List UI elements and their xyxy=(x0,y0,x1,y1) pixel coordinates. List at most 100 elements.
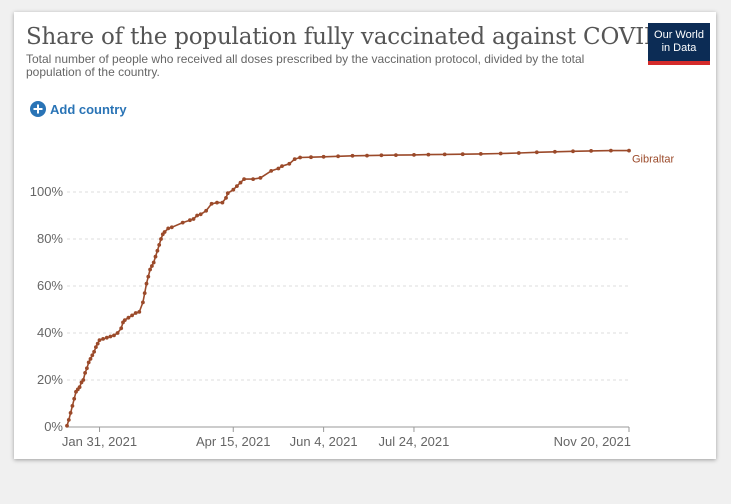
y-tick-label: 20% xyxy=(37,372,63,387)
data-point xyxy=(215,200,219,205)
data-point xyxy=(150,264,154,268)
data-point xyxy=(83,371,87,375)
data-point xyxy=(571,149,575,154)
data-point xyxy=(101,337,105,341)
data-point xyxy=(72,396,77,401)
data-point xyxy=(180,220,185,225)
x-tick-label: Jan 31, 2021 xyxy=(62,434,137,449)
y-tick-label: 60% xyxy=(37,278,63,293)
data-point xyxy=(220,200,225,205)
data-point xyxy=(119,326,124,331)
y-tick-label: 40% xyxy=(37,325,63,340)
data-point xyxy=(235,184,239,189)
data-point xyxy=(142,291,147,295)
data-point xyxy=(231,187,236,192)
data-point xyxy=(209,201,214,206)
data-point xyxy=(321,154,326,159)
data-point xyxy=(198,212,203,217)
logo-line-1: Our World xyxy=(654,29,704,41)
data-point xyxy=(379,153,384,158)
data-point xyxy=(85,366,89,371)
y-tick-label: 100% xyxy=(30,184,64,199)
data-point xyxy=(350,153,355,158)
data-point xyxy=(242,177,247,182)
data-point xyxy=(130,313,134,318)
data-point xyxy=(426,152,431,157)
data-point xyxy=(336,154,340,159)
data-point xyxy=(292,157,297,162)
data-point xyxy=(460,152,465,157)
data-point xyxy=(97,338,102,342)
owid-logo[interactable]: Our World in Data xyxy=(648,23,710,65)
data-point xyxy=(309,155,313,160)
data-point xyxy=(204,208,209,213)
data-point xyxy=(68,411,73,415)
data-point xyxy=(94,345,98,349)
x-tick-label: Jun 4, 2021 xyxy=(290,434,358,449)
plus-circle-icon xyxy=(30,101,46,117)
data-point xyxy=(191,217,196,221)
data-point xyxy=(498,151,503,156)
data-point xyxy=(108,334,113,339)
data-point xyxy=(287,161,292,166)
data-point xyxy=(153,254,158,259)
data-point xyxy=(65,423,69,428)
data-point xyxy=(112,333,116,338)
x-tick-label: Nov 20, 2021 xyxy=(554,434,631,449)
data-point xyxy=(86,360,91,365)
data-point xyxy=(188,218,192,223)
data-point xyxy=(70,404,75,408)
data-point xyxy=(133,311,138,315)
data-point xyxy=(298,155,302,160)
add-country-button[interactable]: Add country xyxy=(30,101,127,117)
data-point xyxy=(478,152,483,156)
data-point xyxy=(627,148,631,153)
data-point xyxy=(141,300,145,305)
data-point xyxy=(412,153,416,157)
data-point xyxy=(92,349,96,354)
data-point xyxy=(66,418,71,422)
data-point xyxy=(151,260,156,265)
data-point xyxy=(137,310,142,314)
data-point xyxy=(159,237,163,241)
data-point xyxy=(442,152,447,157)
data-point xyxy=(162,230,167,234)
data-point xyxy=(126,315,131,320)
y-tick-label: 80% xyxy=(37,231,63,246)
logo-line-2: in Data xyxy=(661,42,697,54)
data-point xyxy=(122,318,127,322)
data-point xyxy=(157,243,162,247)
data-point xyxy=(166,226,171,231)
chart-card: Share of the population fully vaccinated… xyxy=(14,12,716,459)
data-point xyxy=(276,166,281,171)
data-point xyxy=(90,353,95,358)
data-point xyxy=(516,151,521,155)
data-point xyxy=(88,357,93,361)
data-point xyxy=(95,341,100,346)
data-point xyxy=(146,274,151,279)
data-point xyxy=(553,149,557,154)
data-point xyxy=(195,213,200,218)
data-point xyxy=(280,164,284,169)
add-country-label: Add country xyxy=(50,101,127,117)
y-tick-label: 0% xyxy=(44,419,63,434)
x-tick-label: Jul 24, 2021 xyxy=(379,434,450,449)
chart-subtitle: Total number of people who received all … xyxy=(26,52,585,79)
data-point xyxy=(258,176,263,180)
data-point xyxy=(589,149,593,153)
data-point xyxy=(169,225,174,230)
data-point xyxy=(269,169,274,173)
data-point xyxy=(224,196,228,200)
line-chart: 0% 20% 40% 60% 80% 100% Jan 31, 2021 Apr 15, 20… xyxy=(30,148,675,449)
data-point xyxy=(77,385,82,389)
data-point xyxy=(148,267,153,272)
data-point xyxy=(534,150,539,155)
data-point xyxy=(104,335,109,340)
data-point xyxy=(394,153,398,158)
data-point xyxy=(81,378,86,382)
data-point xyxy=(365,153,369,158)
x-tick-label: Apr 15, 2021 xyxy=(196,434,270,449)
data-point xyxy=(155,248,160,253)
chart-title: Share of the population fully vaccinated… xyxy=(26,24,700,50)
data-point xyxy=(144,281,149,286)
